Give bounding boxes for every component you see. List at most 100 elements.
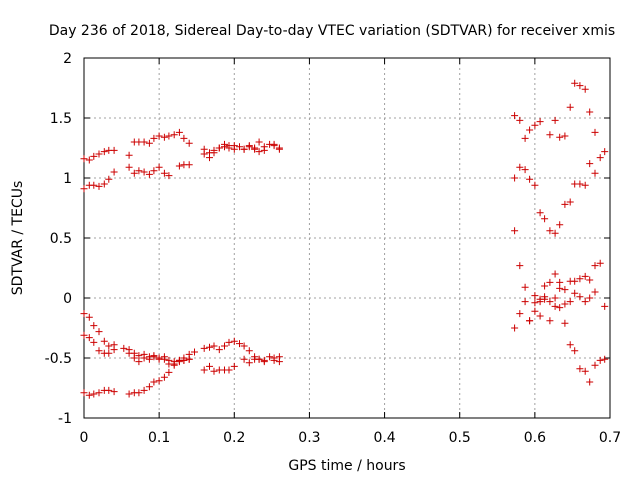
- data-point: [516, 262, 524, 270]
- data-point: [90, 338, 98, 346]
- data-point: [150, 378, 158, 386]
- grid-lines: [84, 58, 610, 418]
- data-point: [225, 142, 233, 150]
- data-point: [561, 300, 569, 308]
- data-point: [90, 181, 98, 189]
- data-point: [80, 155, 88, 163]
- data-point: [80, 331, 88, 339]
- data-point: [596, 259, 604, 267]
- data-point: [155, 163, 163, 171]
- data-point: [255, 355, 263, 363]
- data-point: [206, 343, 213, 351]
- data-point: [275, 358, 283, 366]
- data-point: [586, 276, 594, 284]
- data-point: [130, 349, 138, 357]
- data-point: [170, 360, 178, 368]
- data-point: [155, 132, 163, 140]
- data-point: [85, 391, 93, 399]
- data-point: [105, 342, 113, 350]
- data-point: [175, 128, 183, 136]
- data-point: [150, 167, 158, 175]
- data-point: [110, 168, 118, 176]
- data-point: [100, 180, 108, 188]
- x-tick-labels: 0 0.1 0.2 0.3 0.4 0.5 0.6 0.7: [80, 430, 622, 446]
- data-point: [546, 298, 554, 306]
- data-point: [105, 349, 113, 357]
- data-point: [596, 154, 604, 162]
- data-point: [160, 373, 168, 381]
- y-tick-label: -0.5: [45, 351, 72, 367]
- data-point: [521, 283, 529, 291]
- data-point: [561, 286, 569, 294]
- data-point: [566, 341, 574, 349]
- x-tick-label: 0.2: [223, 430, 245, 446]
- data-point: [581, 272, 589, 280]
- data-point: [260, 358, 268, 366]
- data-point: [221, 143, 228, 151]
- data-point: [80, 185, 88, 193]
- y-tick-label: -1: [58, 411, 72, 427]
- data-point: [185, 161, 193, 169]
- data-point: [536, 312, 544, 320]
- data-point: [255, 148, 263, 156]
- data-point: [581, 298, 589, 306]
- data-point: [556, 133, 564, 141]
- data-point: [155, 377, 163, 385]
- data-point: [245, 359, 253, 367]
- data-point: [230, 337, 238, 345]
- x-axis-label: GPS time / hours: [288, 458, 405, 474]
- data-point: [245, 143, 253, 151]
- data-point: [546, 131, 554, 139]
- data-point: [165, 132, 173, 140]
- x-tick-label: 0.7: [599, 430, 621, 446]
- data-point: [571, 79, 579, 87]
- y-tick-labels: -1 -0.5 0 0.5 1 1.5 2: [45, 51, 72, 427]
- data-point: [551, 302, 559, 310]
- data-point: [206, 362, 213, 370]
- data-point: [601, 302, 609, 310]
- data-point: [596, 356, 604, 364]
- data-point: [145, 383, 153, 391]
- data-point: [210, 342, 218, 350]
- data-point: [260, 143, 268, 151]
- y-tick-label: 2: [63, 51, 72, 67]
- data-point: [206, 154, 213, 162]
- data-point: [185, 355, 193, 363]
- data-point: [90, 390, 98, 398]
- data-point: [541, 293, 549, 301]
- data-point: [160, 133, 168, 141]
- axis-ticks: [83, 57, 611, 419]
- data-point: [125, 151, 133, 159]
- data-point: [85, 313, 93, 321]
- data-point: [521, 166, 529, 174]
- data-point: [80, 389, 88, 397]
- data-point: [140, 354, 148, 362]
- data-point: [125, 390, 133, 398]
- data-point: [130, 169, 138, 177]
- x-tick-label: 0.3: [298, 430, 320, 446]
- data-point: [511, 324, 519, 332]
- data-point: [511, 174, 519, 182]
- data-point: [591, 262, 599, 270]
- data-point: [140, 168, 148, 176]
- data-point: [591, 361, 599, 369]
- data-point: [145, 170, 153, 178]
- data-point: [546, 227, 554, 235]
- data-point: [165, 368, 173, 376]
- data-point: [110, 146, 118, 154]
- y-axis-label: SDTVAR / TECUs: [10, 181, 26, 296]
- y-tick-label: 1: [63, 171, 72, 187]
- data-point: [140, 138, 148, 146]
- data-point: [576, 180, 584, 188]
- data-point: [125, 163, 133, 171]
- data-point: [541, 282, 549, 290]
- data-point: [95, 150, 103, 158]
- data-point: [221, 342, 228, 350]
- data-point: [270, 140, 278, 148]
- data-point: [591, 169, 599, 177]
- data-point: [586, 108, 594, 116]
- data-point: [135, 389, 143, 397]
- data-point: [145, 139, 153, 147]
- data-point: [110, 346, 118, 354]
